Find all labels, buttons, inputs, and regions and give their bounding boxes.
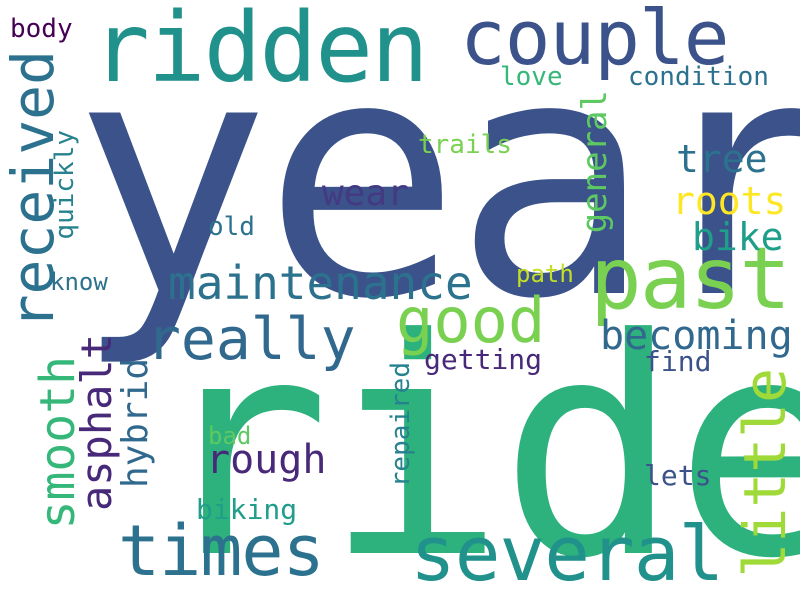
word-past: past — [590, 229, 791, 329]
word-little: little — [731, 368, 799, 578]
word-know: know — [50, 268, 108, 296]
word-getting: getting — [424, 343, 543, 376]
word-asphalt: asphalt — [72, 334, 121, 512]
word-times: times — [118, 510, 325, 592]
word-bike: bike — [692, 215, 784, 259]
word-old: old — [208, 212, 255, 242]
word-hybrid: hybrid — [115, 358, 156, 489]
word-love: love — [500, 62, 563, 92]
word-biking: biking — [196, 493, 298, 526]
word-ridden: ridden — [92, 0, 429, 104]
word-find: find — [644, 345, 712, 378]
word-path: path — [516, 260, 574, 288]
word-becoming: becoming — [600, 313, 793, 359]
word-really: really — [146, 305, 356, 373]
word-tree: tree — [676, 137, 768, 181]
word-rough: rough — [206, 437, 327, 483]
word-ride: ride — [150, 275, 800, 600]
word-wear: wear — [322, 173, 409, 214]
word-bad: bad — [208, 422, 252, 450]
word-year: year — [72, 0, 800, 371]
word-lets: lets — [644, 459, 712, 492]
word-maintenance: maintenance — [168, 256, 473, 310]
word-several: several — [410, 509, 724, 598]
word-body: body — [10, 14, 73, 44]
word-condition: condition — [628, 62, 769, 92]
word-good: good — [396, 284, 546, 357]
word-roots: roots — [672, 179, 787, 223]
word-general: general — [575, 90, 615, 234]
word-repaired: repaired — [386, 362, 416, 488]
word-couple: couple — [460, 0, 730, 82]
word-trails: trails — [418, 130, 512, 160]
word-quickly: quickly — [50, 130, 80, 240]
